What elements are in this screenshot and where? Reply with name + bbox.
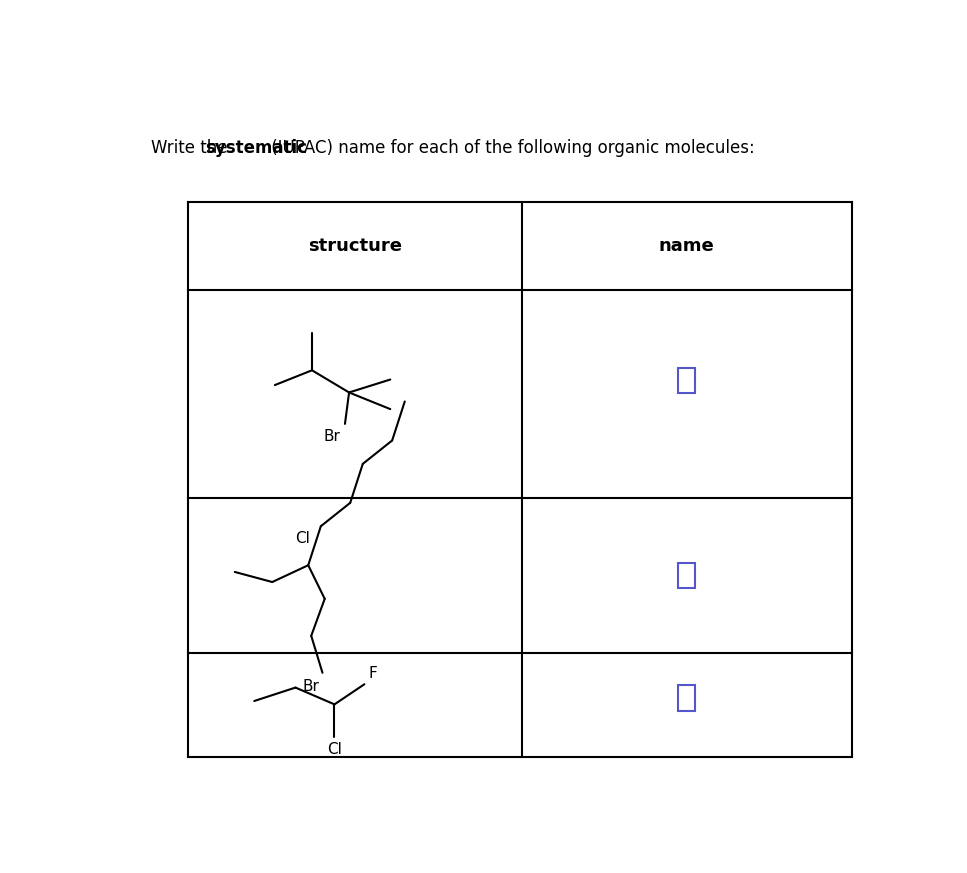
Text: F: F bbox=[368, 666, 377, 681]
Text: Br: Br bbox=[303, 679, 320, 695]
Text: name: name bbox=[659, 237, 715, 255]
Text: structure: structure bbox=[308, 237, 402, 255]
Bar bbox=[679, 685, 695, 711]
Text: Cl: Cl bbox=[327, 742, 342, 757]
Text: systematic: systematic bbox=[205, 140, 307, 157]
Bar bbox=[679, 562, 695, 588]
Text: Br: Br bbox=[323, 430, 340, 444]
Text: Write the: Write the bbox=[151, 140, 233, 157]
Text: (IUPAC) name for each of the following organic molecules:: (IUPAC) name for each of the following o… bbox=[266, 140, 755, 157]
Text: Cl: Cl bbox=[295, 532, 309, 546]
Bar bbox=[679, 368, 695, 393]
